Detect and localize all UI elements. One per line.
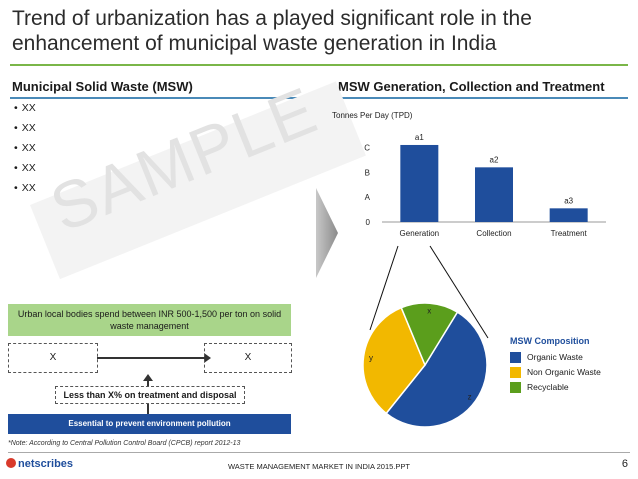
logo-mark-icon [6, 458, 16, 468]
guide-line-left [369, 245, 399, 331]
logo-text: netscribes [18, 458, 74, 470]
pie-slice-label: z [468, 392, 472, 401]
urban-spend-box: Urban local bodies spend between INR 500… [8, 304, 291, 336]
bullet-item: XX [14, 121, 36, 141]
pie-slice-label: y [369, 353, 373, 362]
legend-label: Recyclable [527, 382, 569, 392]
bar [400, 144, 439, 222]
legend-label: Non Organic Waste [527, 367, 601, 377]
legend-label: Organic Waste [527, 352, 583, 362]
y-tick-label: 0 [366, 218, 371, 227]
legend-item-non-organic: Non Organic Waste [510, 365, 601, 380]
connector-arrow-icon [97, 353, 211, 363]
chevron-arrow-icon [316, 188, 338, 278]
bar-data-label: a3 [564, 196, 573, 205]
y-axis-label: Tonnes Per Day (TPD) [332, 111, 413, 120]
netscribes-logo: netscribes [6, 458, 73, 470]
pie-slices [362, 302, 488, 428]
pie-slice [385, 311, 488, 428]
title-divider [10, 64, 628, 66]
left-section-rule [10, 97, 302, 99]
footer-report-name: WASTE MANAGEMENT MARKET IN INDIA 2015.PP… [228, 462, 410, 471]
right-section-heading: MSW Generation, Collection and Treatment [338, 79, 605, 94]
legend-swatch [510, 367, 521, 378]
pie-labels: z y x [369, 307, 472, 402]
bullet-list: XX XX XX XX XX [14, 101, 36, 201]
bar-series: a1 a2 a3 [400, 133, 588, 222]
x-tick-label: Collection [476, 229, 511, 238]
bar [549, 208, 588, 222]
bullet-item: XX [14, 161, 36, 181]
footnote: *Note: According to Central Pollution Co… [8, 440, 241, 447]
bar-data-label: a1 [415, 133, 424, 142]
bullet-item: XX [14, 181, 36, 201]
guide-line-right [429, 245, 489, 339]
right-section-rule [334, 97, 628, 99]
legend-swatch [510, 352, 521, 363]
msw-pie-chart: z y x [362, 302, 488, 428]
y-tick-label: A [365, 193, 371, 202]
pie-slice-label: x [427, 307, 431, 316]
bar-data-label: a2 [490, 155, 499, 164]
legend-item-organic: Organic Waste [510, 350, 601, 365]
footer-divider [8, 452, 630, 453]
y-tick-label: B [365, 168, 370, 177]
legend-swatch [510, 382, 521, 393]
y-tick-labels: 0 A B C [364, 143, 370, 227]
page-number: 6 [621, 458, 628, 470]
y-tick-label: C [364, 143, 370, 152]
x-tick-label: Treatment [551, 229, 588, 238]
x-tick-labels: Generation Collection Treatment [400, 229, 588, 238]
bullet-item: XX [14, 141, 36, 161]
pie-slice [400, 302, 459, 367]
left-section-heading: Municipal Solid Waste (MSW) [12, 79, 193, 94]
treatment-share-box: Less than X% on treatment and disposal [55, 386, 245, 404]
bar [475, 167, 513, 222]
environment-box: Essential to prevent environment polluti… [8, 414, 291, 434]
slide-title: Trend of urbanization has a played signi… [12, 7, 532, 55]
pie-legend: MSW Composition Organic Waste Non Organi… [510, 336, 601, 395]
msw-bar-chart: Tonnes Per Day (TPD) 0 A B C a1 a2 a3 Generat… [332, 111, 606, 238]
x-tick-label: Generation [400, 229, 440, 238]
bullet-item: XX [14, 101, 36, 121]
right-x-box: X [204, 343, 292, 373]
pie-slice [362, 306, 426, 415]
legend-title: MSW Composition [510, 336, 590, 346]
legend-item-recyclable: Recyclable [510, 380, 601, 395]
